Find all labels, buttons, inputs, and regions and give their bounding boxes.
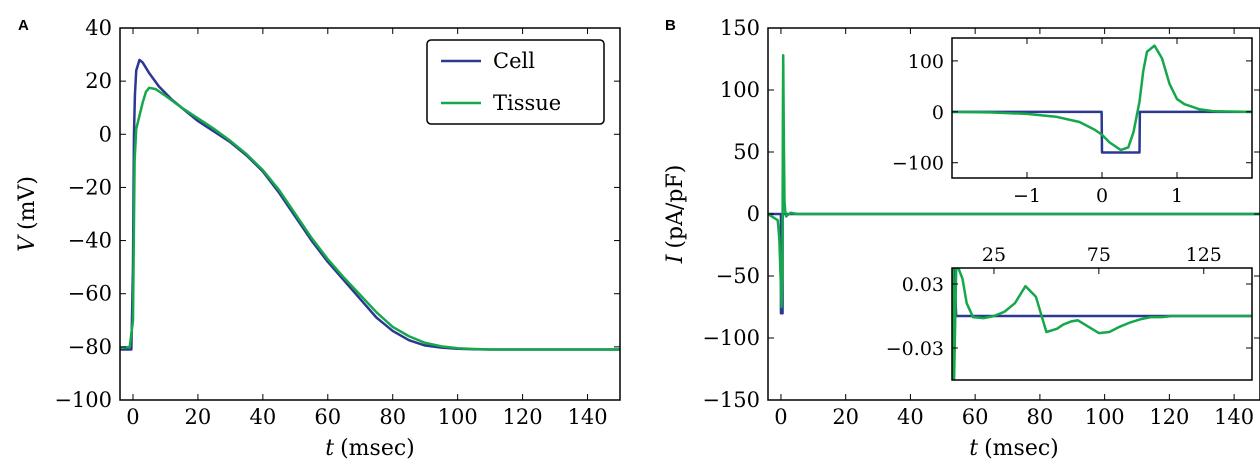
- panel-a-xtick-label: 20: [185, 405, 212, 429]
- inset-upper-ytick-label: 100: [908, 51, 944, 73]
- inset-upper-xtick-label: 1: [1171, 185, 1183, 207]
- panel-b-xtick-label: 120: [1149, 405, 1189, 429]
- panel-a-xtick-label: 140: [567, 405, 607, 429]
- inset-upper-xtick-label: 0: [1096, 185, 1108, 207]
- panel-b-xtick-label: 40: [897, 405, 924, 429]
- panel-a-xtick-label: 0: [126, 405, 139, 429]
- panel-a-letter: A: [18, 17, 29, 34]
- panel-b-xtick-label: 20: [832, 405, 859, 429]
- panel-a-ylabel: V (mV): [15, 176, 40, 252]
- panel-b-ytick-label: 150: [720, 16, 760, 40]
- inset-upper-series-tissue: [952, 44, 1252, 152]
- inset-lower-ytick-label: 0.03: [902, 274, 944, 296]
- panel-a-xtick-label: 100: [438, 405, 478, 429]
- inset-lower-xtick-top-label: 125: [1186, 244, 1222, 266]
- legend-label-cell: Cell: [493, 49, 535, 73]
- inset-upper-ytick-label: 0: [932, 102, 944, 124]
- panel-a-xtick-label: 120: [503, 405, 543, 429]
- panel-a-xtick-label: 80: [379, 405, 406, 429]
- legend: Cell Tissue: [426, 39, 605, 125]
- panel-b-xtick-label: 80: [1027, 405, 1054, 429]
- panel-a-xlabel-var: t: [325, 436, 334, 461]
- inset-upper-ytick-label: −100: [892, 153, 944, 175]
- panel-a-ytick-label: −60: [68, 282, 112, 306]
- inset-lower-xtick-top-label: 75: [1087, 244, 1111, 266]
- panel-b-series-tissue: [768, 54, 1260, 309]
- panel-a-xlabel-unit: (msec): [340, 436, 415, 461]
- inset-upper-series-cell: [952, 110, 1252, 154]
- panel-b-ytick-label: −150: [702, 388, 760, 412]
- panel-b-ylabel-unit: (pA/pF): [663, 165, 688, 249]
- panel-b-ylabel-var: I: [663, 253, 688, 264]
- panel-b-ytick-label: 50: [733, 140, 760, 164]
- panel-a-xtick-label: 40: [249, 405, 276, 429]
- panel-b-xlabel-unit: (msec): [984, 436, 1059, 461]
- inset-upper: −1 0 1 −100 0 100: [892, 37, 1253, 207]
- panel-a-ytick-label: 40: [85, 16, 112, 40]
- panel-a-ytick-label: 20: [85, 69, 112, 93]
- inset-lower-bg: [952, 268, 1252, 380]
- legend-label-tissue: Tissue: [493, 91, 561, 115]
- panel-b-ytick-label: 100: [720, 78, 760, 102]
- panel-b-xtick-label: 60: [962, 405, 989, 429]
- panel-a: A 0 20 40 60 80 100 120 140 −100 −80 −60 −40 −20 0 20 4…: [15, 16, 621, 461]
- panel-b-xlabel-var: t: [969, 436, 978, 461]
- inset-lower-frame: [951, 267, 1253, 381]
- inset-lower-series-tissue: [952, 268, 1252, 380]
- inset-upper-xtick-label: −1: [1013, 185, 1041, 207]
- panel-b-ytick-label: −50: [716, 264, 760, 288]
- panel-a-ytick-label: −80: [68, 335, 112, 359]
- inset-lower-xtick-top-label: 25: [982, 244, 1006, 266]
- panel-b-letter: B: [665, 17, 676, 34]
- panel-a-ytick-label: 0: [99, 122, 112, 146]
- panel-b-xtick-label: 0: [774, 405, 787, 429]
- panel-b: B 0 20 40 60 80 100 120 140−150−100−50050100150…: [663, 16, 1260, 461]
- inset-lower-ytick-label: −0.03: [886, 338, 944, 360]
- panel-a-ytick-label: −40: [68, 229, 112, 253]
- panel-a-ylabel-var: V: [15, 234, 40, 252]
- panel-a-ytick-label: −20: [68, 175, 112, 199]
- panel-b-ytick-label: 0: [747, 202, 760, 226]
- panel-b-xlabel: t (msec): [969, 436, 1059, 461]
- panel-b-ytick-label: −100: [702, 326, 760, 350]
- panel-a-series-tissue: [120, 86, 620, 351]
- inset-lower: 25 75 125 −0.03 0.03: [886, 244, 1253, 381]
- panel-b-xtick-label: 140: [1214, 405, 1254, 429]
- panel-a-xlabel: t (msec): [325, 436, 415, 461]
- panel-a-ylabel-unit: (mV): [15, 176, 40, 230]
- panel-a-frame: [119, 27, 621, 401]
- inset-upper-bg: [952, 38, 1252, 178]
- panel-a-ytick-label: −100: [54, 388, 112, 412]
- panel-b-ylabel: I (pA/pF): [663, 165, 688, 265]
- panel-b-xtick-label: 100: [1085, 405, 1125, 429]
- panel-a-xtick-label: 60: [314, 405, 341, 429]
